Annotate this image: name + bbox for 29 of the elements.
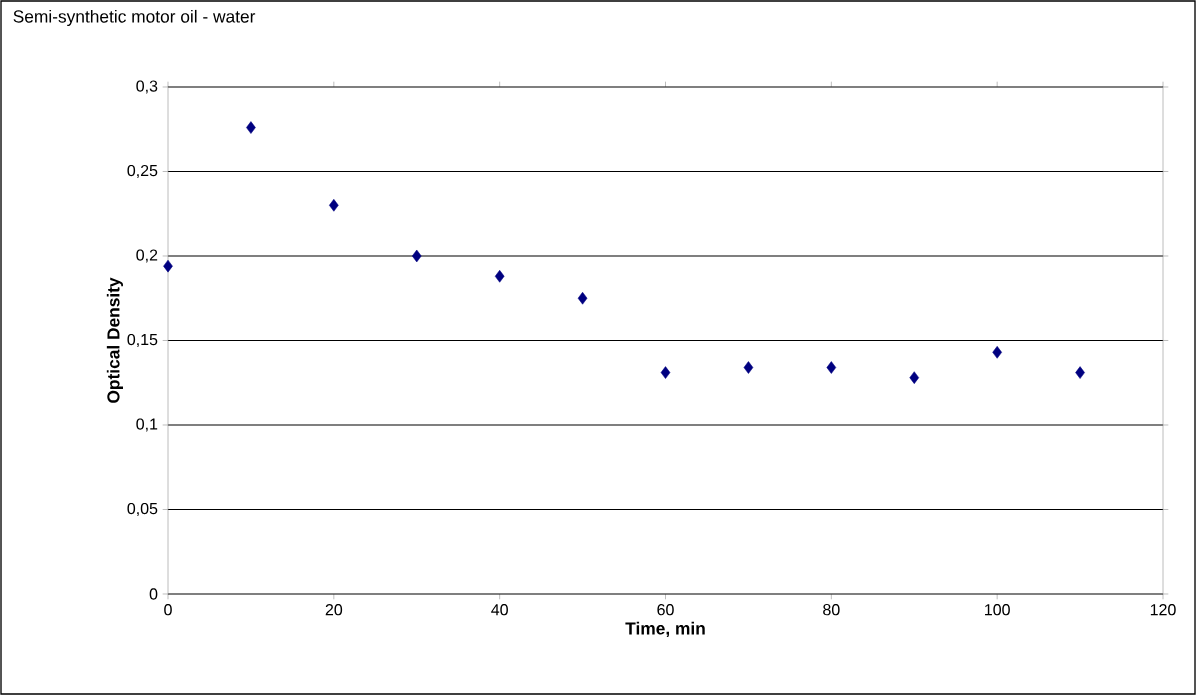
- y-tick-label: 0,05: [127, 502, 158, 517]
- y-tick-label: 0,25: [127, 164, 158, 179]
- y-axis-title: Optical Density: [106, 277, 123, 403]
- x-tick-label: 100: [985, 604, 1010, 616]
- point: [992, 346, 1002, 359]
- point: [163, 259, 173, 273]
- point: [909, 371, 920, 384]
- point: [660, 366, 671, 379]
- y-tick-label: 0: [149, 588, 158, 600]
- point: [743, 361, 754, 374]
- x-tick-label: 80: [823, 604, 840, 616]
- y-tick-label: 0,1: [136, 418, 158, 432]
- point: [826, 361, 837, 374]
- x-tick-label: 120: [1150, 604, 1176, 616]
- chart-title: Semi-synthetic motor oil - water: [13, 9, 256, 27]
- x-tick-label: 40: [491, 604, 508, 616]
- point: [494, 270, 505, 283]
- point: [411, 249, 422, 263]
- y-tick-label: 0,2: [136, 249, 158, 263]
- point: [246, 121, 256, 134]
- y-tick-label: 0,15: [127, 333, 158, 348]
- y-tick-label: 0,3: [136, 80, 158, 94]
- point: [1075, 366, 1085, 379]
- x-tick-label: 20: [325, 604, 343, 616]
- point: [577, 291, 588, 305]
- x-tick-label: 60: [657, 604, 674, 616]
- x-tick-label: 0: [164, 604, 172, 616]
- x-axis-title: Time, min: [625, 621, 705, 638]
- point: [329, 199, 339, 212]
